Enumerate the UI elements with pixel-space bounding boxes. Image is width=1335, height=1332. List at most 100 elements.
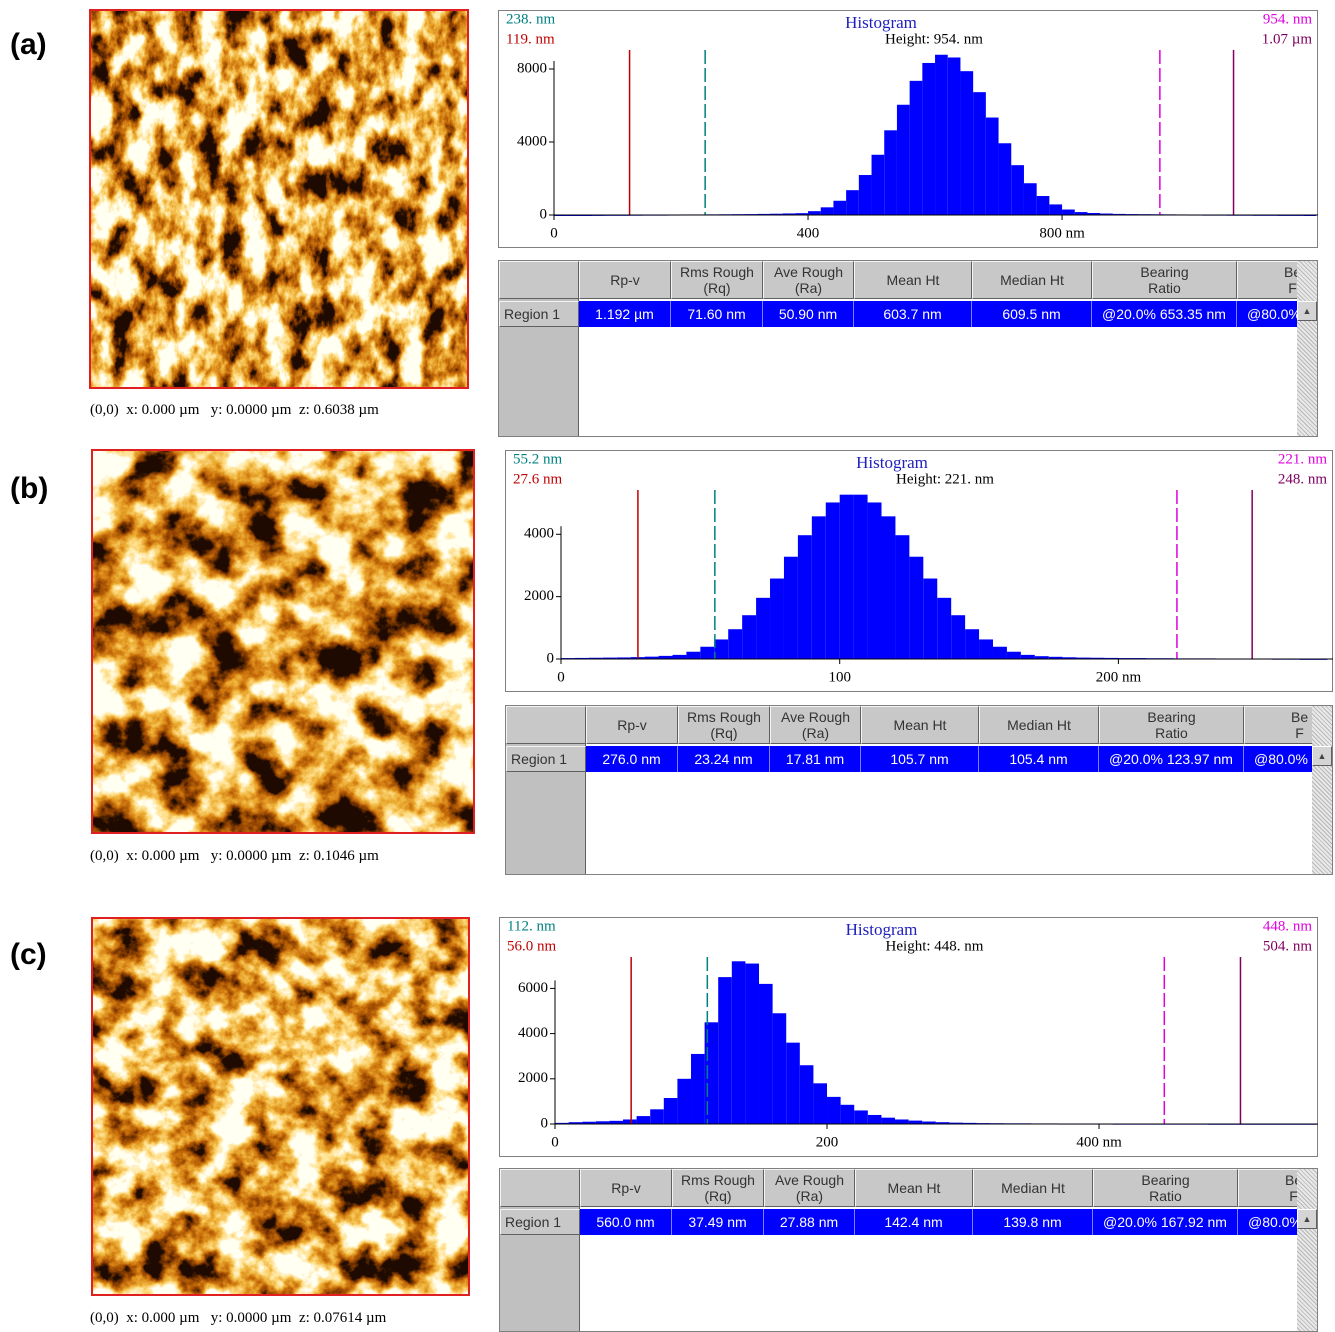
histogram-bar [839,494,854,659]
histogram-bar [650,1109,664,1124]
histogram-bar [1036,196,1050,215]
histogram-bar [909,556,924,659]
histogram-frame [499,917,1318,1157]
marker-label: 112. nm [507,918,556,934]
histogram-bar [1023,183,1037,215]
scroll-up-button[interactable]: ▲ [1297,1209,1317,1229]
histogram-bar [1062,657,1077,659]
scroll-up-button[interactable]: ▲ [1297,301,1317,321]
table-value: 609.5 nm [972,301,1092,327]
histogram-bar [825,502,840,659]
table-value: 50.90 nm [763,301,854,327]
histogram-bar [908,1120,923,1124]
histogram-bar [881,1117,896,1124]
x-tick-label: 100 [828,669,851,685]
histogram-bar [813,1083,828,1124]
histogram-bar [949,1122,964,1124]
table-value: 276.0 nm [586,746,678,772]
marker-label: 238. nm [506,11,556,27]
histogram-bar [963,1122,977,1124]
y-tick-label: 6000 [518,980,548,996]
table-value: @20.0% 123.97 nm [1099,746,1244,772]
histogram-bar [759,983,773,1124]
histogram-bar [871,154,885,215]
histogram-bar [602,657,617,659]
histogram-bar [797,535,812,659]
histogram-bar [846,190,859,215]
column-header: Ave Rough (Ra) [764,1169,855,1207]
histogram-bar [1100,213,1113,215]
histogram-bar [811,516,826,659]
table-value: 71.60 nm [671,301,763,327]
histogram-bar [574,657,589,659]
histogram-bar [867,502,882,659]
histogram-bar [935,1122,950,1124]
panel-label: (b) [10,472,49,505]
histogram-bar [1090,657,1105,659]
y-tick-label: 2000 [518,1070,548,1086]
scroll-up-button[interactable]: ▲ [1312,746,1332,766]
table-value: 105.7 nm [861,746,979,772]
column-header: Rp-v [579,261,671,299]
y-tick-label: 0 [547,650,555,666]
y-tick-label: 0 [540,206,548,222]
x-tick-label: 400 nm [1076,1134,1122,1150]
histogram-bar [895,1119,909,1124]
scrollbar: ▲ [1297,261,1317,436]
stats-table: Rp-v Rms Rough (Rq) Ave Rough (Ra) Mean Ht M… [505,705,1333,875]
panel-label: (c) [10,938,47,971]
column-header: Bearing Ratio [1093,1169,1238,1207]
table-value: 105.4 nm [979,746,1099,772]
afm-image [90,10,468,388]
column-header: Median Ht [972,261,1092,299]
afm-image-border [91,449,475,834]
histogram-bar [731,961,746,1124]
histogram-bar [568,1122,583,1124]
histogram-bar [1034,656,1049,659]
y-tick-label: 0 [541,1115,549,1131]
histogram-bar [951,615,966,659]
afm-image-border [91,917,470,1296]
histogram-bar [1020,654,1035,659]
y-tick-label: 4000 [517,133,547,149]
histogram-bar [896,104,910,215]
image-caption: (0,0) x: 0.000 µm y: 0.0000 µm z: 0.6038… [90,402,379,418]
y-tick-label: 4000 [518,1025,548,1041]
histogram-subtitle: Height: 448. nm [886,938,984,954]
histogram-bar [636,1116,651,1124]
table-value: 139.8 nm [973,1209,1093,1235]
column-header: Ave Rough (Ra) [763,261,854,299]
histogram-bar [1104,657,1119,659]
y-tick-label: 4000 [524,526,554,542]
x-tick-label: 800 nm [1039,225,1085,241]
histogram-bar [867,1114,882,1124]
histogram-bar [935,54,948,215]
histogram-bar [833,200,847,215]
column-header: Mean Ht [854,261,972,299]
marker-label: 27.6 nm [513,471,563,487]
histogram-bar [742,615,757,659]
histogram-bar [1074,212,1088,215]
column-header: Rms Rough (Rq) [678,706,770,744]
scrollbar: ▲ [1312,706,1332,874]
histogram-bar [937,597,952,659]
column-header: Rp-v [586,706,678,744]
marker-label: 504. nm [1263,938,1313,954]
afm-image [92,918,469,1295]
column-header: Rms Rough (Rq) [671,261,763,299]
panel-label: (a) [10,28,47,61]
histogram-bar [756,597,771,659]
header-corner [500,1169,580,1207]
table-value: @20.0% 167.92 nm [1093,1209,1238,1235]
x-tick-label: 0 [550,225,558,241]
histogram-bar [1112,213,1126,215]
histogram-subtitle: Height: 954. nm [885,31,983,47]
marker-label: 954. nm [1263,11,1313,27]
column-header: Bearing Ratio [1092,261,1237,299]
header-corner [506,706,586,744]
histogram-bar [998,143,1012,215]
histogram-bar [1006,651,1021,659]
histogram-bar [985,117,999,215]
histogram-bar [691,1053,705,1124]
